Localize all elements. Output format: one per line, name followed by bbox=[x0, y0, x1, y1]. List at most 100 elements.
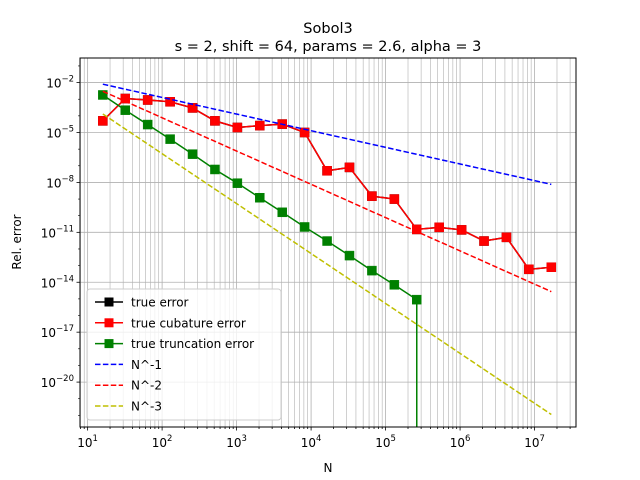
x-tick-base: 10 bbox=[77, 436, 92, 450]
legend-box bbox=[86, 288, 282, 421]
y-tick-label: 10−14 bbox=[41, 274, 74, 290]
legend-label: N^-2 bbox=[131, 379, 162, 393]
data-point-true-truncation-error bbox=[322, 236, 332, 246]
data-point-true-truncation-error bbox=[277, 207, 287, 218]
y-tick-label: 10−5 bbox=[46, 124, 74, 140]
series-line-n-3 bbox=[102, 113, 552, 416]
tick-marks bbox=[76, 65, 571, 431]
x-tick-label: 102 bbox=[152, 434, 173, 450]
y-tick-base: 10 bbox=[41, 326, 56, 340]
data-point-true-truncation-error bbox=[142, 119, 153, 130]
data-point-true-cubature-error bbox=[232, 122, 243, 133]
y-tick-exponent: −5 bbox=[61, 124, 74, 134]
x-tick-label: 104 bbox=[301, 434, 322, 450]
data-point-true-cubature-error bbox=[210, 116, 220, 126]
data-point-true-cubature-error bbox=[187, 103, 198, 113]
data-point-true-cubature-error bbox=[367, 191, 377, 201]
y-tick-label: 10−11 bbox=[41, 224, 74, 240]
x-tick-base: 10 bbox=[301, 436, 316, 450]
chart-subtitle: s = 2, shift = 64, params = 2.6, alpha =… bbox=[175, 39, 482, 55]
data-point-true-cubature-error bbox=[524, 264, 534, 275]
x-tick-exponent: 2 bbox=[167, 434, 172, 444]
x-tick-label: 105 bbox=[375, 434, 396, 450]
x-tick-exponent: 7 bbox=[539, 434, 544, 444]
data-point-true-truncation-error bbox=[389, 280, 400, 290]
data-point-true-cubature-error bbox=[412, 224, 422, 235]
series-line-true-truncation-error bbox=[102, 94, 418, 427]
y-tick-exponent: −17 bbox=[56, 324, 74, 334]
data-point-true-cubature-error bbox=[389, 194, 400, 204]
data-point-true-cubature-error bbox=[479, 236, 489, 246]
data-point-true-cubature-error bbox=[255, 120, 265, 131]
data-point-true-cubature-error bbox=[98, 116, 108, 126]
legend-swatch-marker bbox=[104, 339, 114, 349]
y-tick-label: 10−8 bbox=[46, 174, 74, 190]
data-point-true-truncation-error bbox=[232, 178, 243, 188]
y-tick-exponent: −20 bbox=[56, 374, 74, 384]
x-tick-exponent: 6 bbox=[465, 434, 470, 444]
data-point-true-truncation-error bbox=[165, 134, 175, 144]
data-point-true-cubature-error bbox=[456, 225, 467, 235]
y-tick-label: 10−20 bbox=[41, 374, 74, 390]
x-tick-exponent: 4 bbox=[316, 434, 321, 444]
x-tick-label: 101 bbox=[77, 434, 98, 450]
y-tick-label: 10−2 bbox=[46, 75, 74, 91]
data-point-true-truncation-error bbox=[210, 164, 220, 175]
data-point-true-truncation-error bbox=[299, 222, 310, 232]
x-tick-base: 10 bbox=[152, 436, 167, 450]
y-tick-base: 10 bbox=[41, 276, 56, 290]
y-tick-exponent: −11 bbox=[56, 224, 74, 234]
legend: true error true cubature error true trunca… bbox=[86, 288, 282, 421]
data-point-true-truncation-error bbox=[187, 149, 198, 159]
y-tick-base: 10 bbox=[46, 176, 61, 190]
legend-label: true truncation error bbox=[131, 337, 254, 351]
x-tick-label: 107 bbox=[524, 434, 545, 450]
y-tick-exponent: −14 bbox=[56, 274, 74, 284]
series-layer bbox=[98, 83, 557, 427]
data-point-true-cubature-error bbox=[344, 162, 355, 173]
data-point-true-truncation-error bbox=[367, 265, 377, 276]
legend-label: N^-3 bbox=[131, 400, 162, 414]
series-line-n-1 bbox=[102, 83, 552, 186]
data-point-true-truncation-error bbox=[255, 192, 265, 203]
legend-swatch-marker bbox=[104, 297, 114, 307]
x-tick-base: 10 bbox=[450, 436, 465, 450]
data-point-true-cubature-error bbox=[546, 262, 557, 272]
y-tick-base: 10 bbox=[41, 376, 56, 390]
x-tick-exponent: 3 bbox=[242, 434, 247, 444]
data-point-true-cubature-error bbox=[142, 95, 153, 105]
x-tick-labels: 101 102 103 104 105 106 107 bbox=[77, 434, 545, 450]
x-tick-label: 106 bbox=[450, 434, 471, 450]
legend-label: true cubature error bbox=[131, 316, 246, 330]
x-axis-label: N bbox=[324, 461, 333, 475]
plot-frame bbox=[79, 57, 577, 428]
chart-title: Sobol3 bbox=[303, 21, 352, 37]
legend-label: N^-1 bbox=[131, 358, 162, 372]
x-tick-label: 103 bbox=[226, 434, 247, 450]
y-axis-label: Rel. error bbox=[10, 214, 24, 269]
data-point-true-cubature-error bbox=[501, 232, 512, 243]
x-tick-exponent: 5 bbox=[391, 434, 396, 444]
data-point-true-truncation-error bbox=[120, 105, 131, 115]
x-tick-base: 10 bbox=[375, 436, 390, 450]
data-point-true-truncation-error bbox=[344, 250, 355, 261]
series-line-n-2 bbox=[102, 90, 552, 293]
y-tick-base: 10 bbox=[41, 226, 56, 240]
data-point-true-cubature-error bbox=[434, 222, 444, 233]
x-tick-exponent: 1 bbox=[93, 434, 98, 444]
legend-swatch-marker bbox=[104, 318, 114, 328]
data-point-true-cubature-error bbox=[165, 97, 175, 107]
x-tick-base: 10 bbox=[524, 436, 539, 450]
y-tick-exponent: −2 bbox=[61, 75, 74, 85]
y-tick-base: 10 bbox=[46, 126, 61, 140]
data-point-true-truncation-error bbox=[412, 294, 422, 305]
data-point-true-cubature-error bbox=[322, 166, 332, 176]
y-tick-label: 10−17 bbox=[41, 324, 74, 340]
data-point-true-cubature-error bbox=[299, 127, 310, 138]
y-tick-exponent: −8 bbox=[61, 174, 74, 184]
legend-label: true error bbox=[131, 296, 189, 310]
data-point-true-truncation-error bbox=[98, 90, 108, 100]
y-tick-base: 10 bbox=[46, 77, 61, 91]
